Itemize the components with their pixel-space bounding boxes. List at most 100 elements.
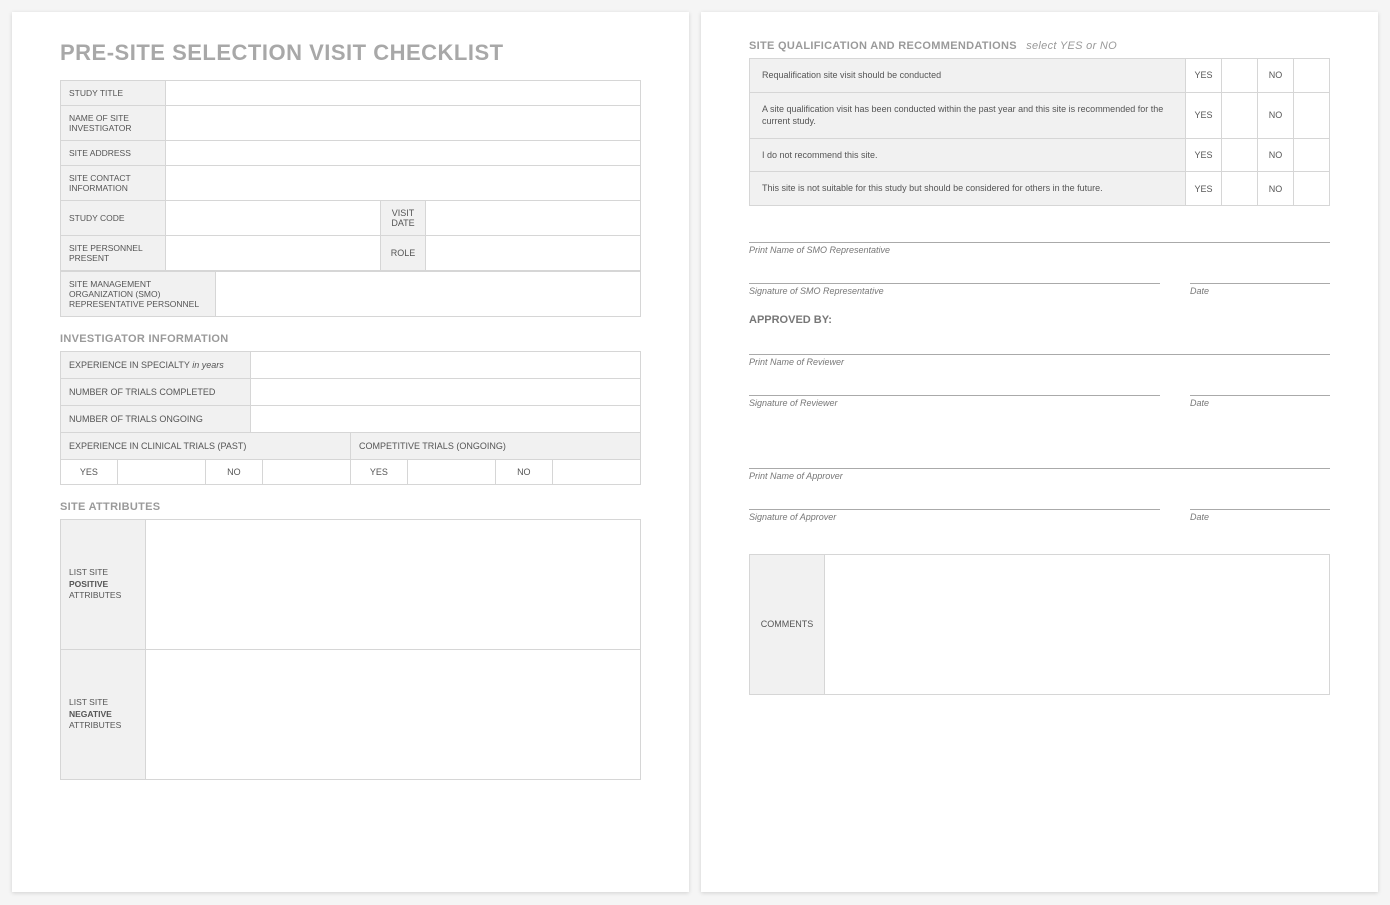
input-role[interactable] (426, 236, 641, 271)
label-competitive: COMPETITIVE TRIALS (ONGOING) (350, 433, 640, 460)
smo-signature-block: Print Name of SMO Representative Signatu… (749, 242, 1330, 296)
qual-yes-input-2[interactable] (1222, 138, 1258, 172)
qual-no-input-0[interactable] (1294, 59, 1330, 93)
neg-line1: LIST SITE (69, 697, 108, 707)
qual-no-input-2[interactable] (1294, 138, 1330, 172)
approver-print-name-line[interactable]: Print Name of Approver (749, 468, 1330, 481)
label-site-contact: SITE CONTACT INFORMATION (61, 166, 166, 201)
investigator-section-title: INVESTIGATOR INFORMATION (60, 333, 641, 345)
label-site-address: SITE ADDRESS (61, 141, 166, 166)
row-investigator: NAME OF SITE INVESTIGATOR (61, 106, 641, 141)
reviewer-print-name-line[interactable]: Print Name of Reviewer (749, 354, 1330, 367)
smo-signature-line[interactable]: Signature of SMO Representative (749, 283, 1160, 296)
input-study-code[interactable] (166, 201, 381, 236)
qual-yes-1: YES (1186, 92, 1222, 138)
qual-row-3: This site is not suitable for this study… (750, 172, 1330, 206)
competitive-no-label: NO (495, 460, 552, 485)
comments-table: COMMENTS (749, 554, 1330, 695)
qual-no-2: NO (1258, 138, 1294, 172)
smo-print-name-line[interactable]: Print Name of SMO Representative (749, 242, 1330, 255)
qual-no-1: NO (1258, 92, 1294, 138)
input-smo-rep[interactable] (216, 272, 641, 317)
label-positive-attributes: LIST SITE POSITIVE ATTRIBUTES (61, 520, 146, 650)
input-trials-completed[interactable] (251, 379, 641, 406)
neg-line2: NEGATIVE (69, 709, 112, 719)
label-investigator: NAME OF SITE INVESTIGATOR (61, 106, 166, 141)
label-exp-clinical: EXPERIENCE IN CLINICAL TRIALS (PAST) (61, 433, 351, 460)
reviewer-date-line[interactable]: Date (1190, 395, 1330, 408)
pos-line1: LIST SITE (69, 567, 108, 577)
row-site-personnel: SITE PERSONNEL PRESENT ROLE (61, 236, 641, 271)
page-2: SITE QUALIFICATION AND RECOMMENDATIONS s… (701, 12, 1378, 892)
competitive-yes-input[interactable] (407, 460, 495, 485)
input-site-address[interactable] (166, 141, 641, 166)
qual-yes-input-1[interactable] (1222, 92, 1258, 138)
approver-date-line[interactable]: Date (1190, 509, 1330, 522)
smo-rep-table: SITE MANAGEMENT ORGANIZATION (SMO) REPRE… (60, 271, 641, 317)
label-exp-specialty-text: EXPERIENCE IN SPECIALTY (69, 360, 190, 370)
qual-yes-3: YES (1186, 172, 1222, 206)
exp-clinical-yes-label: YES (61, 460, 118, 485)
investigator-table: EXPERIENCE IN SPECIALTY in years NUMBER … (60, 351, 641, 433)
input-positive-attributes[interactable] (146, 520, 641, 650)
reviewer-signature-line[interactable]: Signature of Reviewer (749, 395, 1160, 408)
label-study-title: STUDY TITLE (61, 81, 166, 106)
approver-signature-line[interactable]: Signature of Approver (749, 509, 1160, 522)
row-study-code: STUDY CODE VISIT DATE (61, 201, 641, 236)
qual-no-3: NO (1258, 172, 1294, 206)
smo-date-line[interactable]: Date (1190, 283, 1330, 296)
qual-label-0: Requalification site visit should be con… (750, 59, 1186, 93)
neg-line3: ATTRIBUTES (69, 720, 121, 730)
input-negative-attributes[interactable] (146, 650, 641, 780)
pos-line3: ATTRIBUTES (69, 590, 121, 600)
pos-line2: POSITIVE (69, 579, 108, 589)
qual-row-1: A site qualification visit has been cond… (750, 92, 1330, 138)
competitive-no-input[interactable] (552, 460, 640, 485)
qual-row-2: I do not recommend this site. YES NO (750, 138, 1330, 172)
qual-hint: select YES or NO (1026, 40, 1117, 52)
attributes-section-title: SITE ATTRIBUTES (60, 501, 641, 513)
document-pages: PRE-SITE SELECTION VISIT CHECKLIST STUDY… (12, 12, 1378, 892)
experience-yesno-table: EXPERIENCE IN CLINICAL TRIALS (PAST) COM… (60, 432, 641, 485)
qual-yes-2: YES (1186, 138, 1222, 172)
exp-clinical-yes-input[interactable] (117, 460, 205, 485)
exp-clinical-no-input[interactable] (262, 460, 350, 485)
input-exp-specialty[interactable] (251, 352, 641, 379)
qual-label-1: A site qualification visit has been cond… (750, 92, 1186, 138)
row-site-contact: SITE CONTACT INFORMATION (61, 166, 641, 201)
qual-no-0: NO (1258, 59, 1294, 93)
input-study-title[interactable] (166, 81, 641, 106)
input-site-personnel[interactable] (166, 236, 381, 271)
input-investigator[interactable] (166, 106, 641, 141)
qual-no-input-3[interactable] (1294, 172, 1330, 206)
comments-label: COMMENTS (750, 554, 825, 694)
qual-no-input-1[interactable] (1294, 92, 1330, 138)
label-trials-ongoing: NUMBER OF TRIALS ONGOING (61, 406, 251, 433)
label-study-code: STUDY CODE (61, 201, 166, 236)
qual-yes-input-0[interactable] (1222, 59, 1258, 93)
label-site-personnel: SITE PERSONNEL PRESENT (61, 236, 166, 271)
approved-by-heading: APPROVED BY: (749, 314, 1330, 326)
page-title: PRE-SITE SELECTION VISIT CHECKLIST (60, 40, 641, 66)
comments-input[interactable] (825, 554, 1330, 694)
page-1: PRE-SITE SELECTION VISIT CHECKLIST STUDY… (12, 12, 689, 892)
label-exp-specialty-hint: in years (192, 360, 224, 370)
basic-info-table: STUDY TITLE NAME OF SITE INVESTIGATOR SI… (60, 80, 641, 271)
qual-yes-input-3[interactable] (1222, 172, 1258, 206)
qualification-table: Requalification site visit should be con… (749, 58, 1330, 206)
row-smo-rep: SITE MANAGEMENT ORGANIZATION (SMO) REPRE… (61, 272, 641, 317)
qual-yes-0: YES (1186, 59, 1222, 93)
reviewer-signature-block: Print Name of Reviewer Signature of Revi… (749, 354, 1330, 408)
approver-signature-block: Print Name of Approver Signature of Appr… (749, 468, 1330, 522)
attributes-table: LIST SITE POSITIVE ATTRIBUTES LIST SITE … (60, 519, 641, 780)
input-trials-ongoing[interactable] (251, 406, 641, 433)
input-site-contact[interactable] (166, 166, 641, 201)
qualification-section-title: SITE QUALIFICATION AND RECOMMENDATIONS s… (749, 40, 1330, 52)
qual-title-text: SITE QUALIFICATION AND RECOMMENDATIONS (749, 40, 1017, 52)
label-visit-date: VISIT DATE (381, 201, 426, 236)
qual-label-3: This site is not suitable for this study… (750, 172, 1186, 206)
input-visit-date[interactable] (426, 201, 641, 236)
row-study-title: STUDY TITLE (61, 81, 641, 106)
label-exp-specialty: EXPERIENCE IN SPECIALTY in years (61, 352, 251, 379)
competitive-yes-label: YES (350, 460, 407, 485)
